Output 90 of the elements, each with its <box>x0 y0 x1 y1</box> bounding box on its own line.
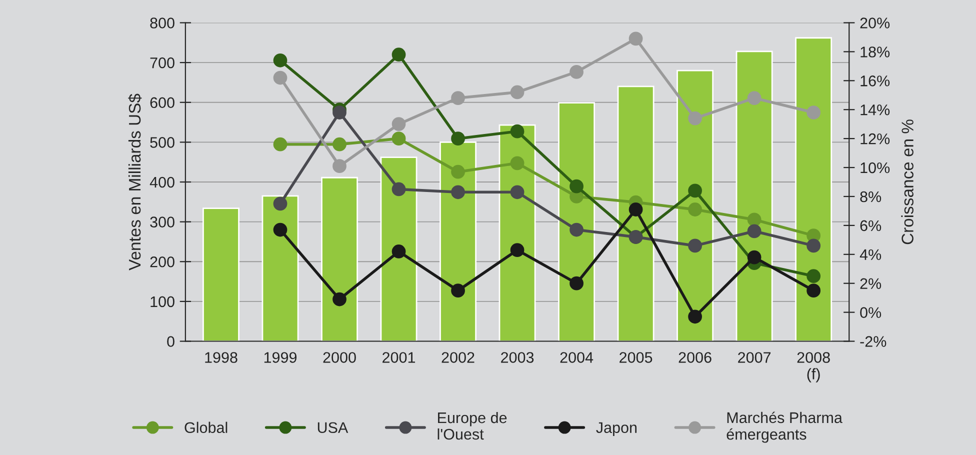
point <box>451 132 465 146</box>
x-tick-label: 2004 <box>560 352 594 363</box>
point <box>392 182 406 196</box>
point <box>688 310 702 324</box>
x-tick-label: 2007 <box>738 352 771 363</box>
point <box>510 156 524 170</box>
y-tick-label: 600 <box>150 97 174 108</box>
point <box>392 48 406 62</box>
point <box>273 222 288 237</box>
y-tick-label: 400 <box>150 176 174 188</box>
y2-tick-label: 4% <box>860 249 882 260</box>
point <box>273 196 288 211</box>
y2-tick-label: 8% <box>860 191 882 202</box>
point <box>688 202 702 216</box>
bar <box>440 141 476 342</box>
y-tick-label: 200 <box>150 256 174 268</box>
point <box>273 137 288 152</box>
y-tick-label: 700 <box>150 57 174 68</box>
point <box>806 284 821 298</box>
point <box>451 284 465 298</box>
x-tick-label: 2008 (f) <box>797 352 830 382</box>
point <box>688 184 702 198</box>
y2-tick-label: 16% <box>860 76 890 86</box>
y-tick-label: 0 <box>167 336 174 347</box>
y-tick-label: 100 <box>150 296 174 308</box>
bar <box>617 86 654 342</box>
y2-axis-title: Croissance en % <box>901 120 914 244</box>
legend-label: Marchés Pharma émergeants <box>726 412 842 443</box>
y2-tick-label: 10% <box>860 162 890 174</box>
y-tick-label: 500 <box>150 137 174 148</box>
point <box>273 53 288 68</box>
point <box>332 137 346 152</box>
point <box>570 65 584 79</box>
bar <box>321 176 358 342</box>
legend-label: Global <box>184 422 228 434</box>
y2-tick-label: 14% <box>860 104 890 116</box>
point <box>510 85 524 100</box>
legend-label: Japon <box>596 422 637 436</box>
y2-tick-label: 18% <box>860 46 890 58</box>
point <box>570 222 584 237</box>
y2-tick-label: -2% <box>860 336 886 347</box>
y-tick-label: 800 <box>150 18 174 28</box>
bar <box>380 156 418 342</box>
x-tick-label: 2000 <box>323 352 356 363</box>
point <box>510 185 524 200</box>
y2-tick-label: 2% <box>860 278 882 289</box>
x-tick-label: 2001 <box>382 352 416 363</box>
point <box>451 164 465 179</box>
x-tick-label: 2005 <box>620 352 652 363</box>
x-tick-label: 2002 <box>442 352 474 363</box>
bar <box>795 37 832 342</box>
bar <box>262 195 299 342</box>
point <box>332 159 346 174</box>
y2-tick-label: 6% <box>860 220 882 232</box>
point <box>747 91 762 105</box>
point <box>510 124 524 138</box>
point <box>747 212 762 227</box>
x-tick-label: 2003 <box>501 352 534 363</box>
point <box>392 244 406 258</box>
point <box>392 132 406 146</box>
y-axis-title: Ventes en Milliards US$ <box>128 94 142 270</box>
bar <box>736 50 773 342</box>
y2-tick-label: 0% <box>860 307 882 318</box>
y2-tick-label: 12% <box>860 133 890 144</box>
x-tick-label: 2006 <box>678 352 712 363</box>
legend-label: Europe de l'Ouest <box>438 412 507 440</box>
point <box>570 276 584 290</box>
point <box>747 250 762 264</box>
x-tick-label: 1999 <box>264 352 297 363</box>
legend-label: USA <box>318 422 348 434</box>
bar <box>202 208 240 342</box>
point <box>332 106 346 120</box>
point <box>628 32 643 46</box>
point <box>510 243 524 257</box>
point <box>806 238 821 253</box>
point <box>451 91 465 105</box>
x-tick-label: 1998 <box>205 352 238 363</box>
point <box>806 106 821 120</box>
point <box>628 202 643 216</box>
point <box>273 70 288 85</box>
point <box>570 179 584 194</box>
point <box>332 292 346 306</box>
point <box>688 238 702 253</box>
y2-tick-label: 20% <box>860 18 890 28</box>
point <box>688 111 702 126</box>
point <box>451 185 465 200</box>
y-tick-label: 300 <box>150 216 174 228</box>
point <box>806 269 821 284</box>
point <box>747 224 762 238</box>
point <box>392 117 406 132</box>
